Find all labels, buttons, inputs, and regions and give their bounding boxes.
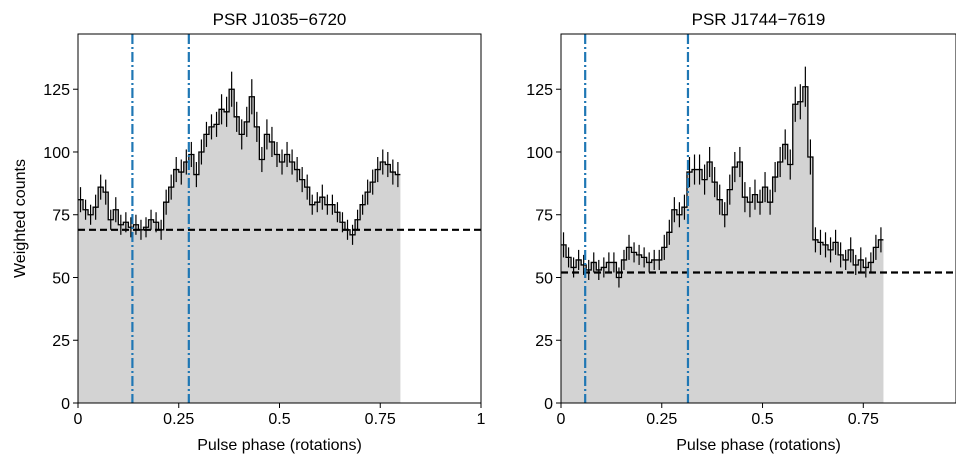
x-axis-label: Pulse phase (rotations) xyxy=(676,437,841,454)
x-tick-label: 0.25 xyxy=(163,411,194,428)
y-tick-label: 125 xyxy=(526,82,553,99)
y-tick-label: 25 xyxy=(535,333,553,350)
chart-title: PSR J1035−6720 xyxy=(213,10,347,29)
plot-area xyxy=(78,34,481,403)
y-axis-label: Weighted counts xyxy=(12,159,29,278)
histogram-fill xyxy=(561,86,884,403)
x-tick-label: 0 xyxy=(557,411,566,428)
y-tick-label: 0 xyxy=(61,396,70,413)
y-tick-label: 50 xyxy=(535,270,553,287)
x-tick-label: 0.5 xyxy=(268,411,290,428)
x-tick-label: 0.25 xyxy=(646,411,677,428)
y-tick-label: 50 xyxy=(52,270,70,287)
left-panel: 0 0.25 0.5 0.75 1 0 25 50 75 100 125 PSR J1035−6720… xyxy=(12,10,486,454)
x-tick-label: 0 xyxy=(74,411,83,428)
y-tick-label: 100 xyxy=(43,145,70,162)
right-panel: 0 0.25 0.5 0.75 0 25 50 75 100 125 PSR J1744−7619 P… xyxy=(526,10,956,454)
axes-frame xyxy=(560,33,956,404)
x-tick-label: 0.75 xyxy=(365,411,396,428)
chart-title: PSR J1744−7619 xyxy=(692,10,826,29)
plot-area xyxy=(561,34,956,403)
y-tick-label: 25 xyxy=(52,333,70,350)
y-tick-label: 75 xyxy=(535,208,553,225)
x-tick-label: 0.5 xyxy=(751,411,773,428)
x-axis-label: Pulse phase (rotations) xyxy=(197,437,362,454)
y-tick-label: 75 xyxy=(52,208,70,225)
y-tick-label: 100 xyxy=(526,145,553,162)
y-tick-label: 0 xyxy=(544,396,553,413)
x-tick-label: 1 xyxy=(477,411,486,428)
y-tick-label: 125 xyxy=(43,82,70,99)
histogram-fill xyxy=(78,89,401,403)
x-tick-label: 0.75 xyxy=(848,411,879,428)
